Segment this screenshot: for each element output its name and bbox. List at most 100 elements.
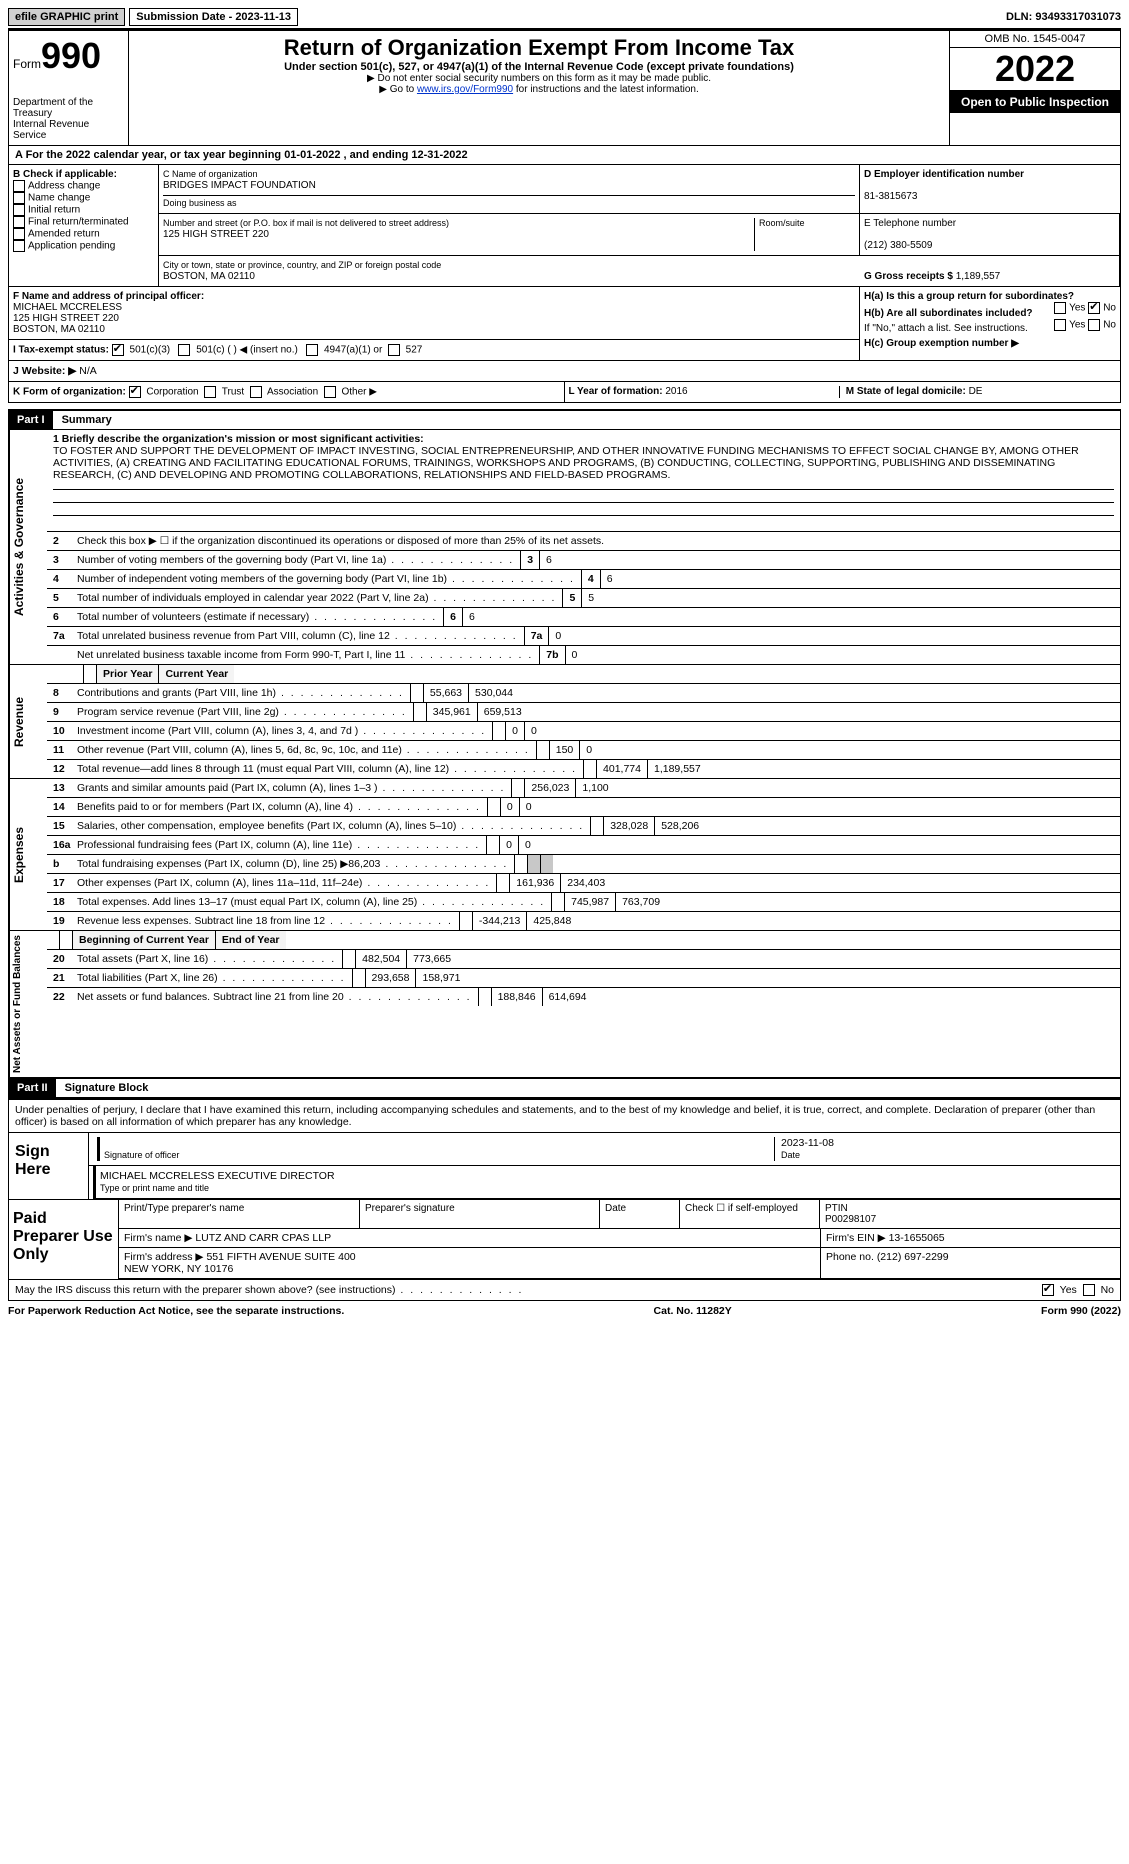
- data-row: 20Total assets (Part X, line 16)482,5047…: [47, 950, 1120, 969]
- tax-status-label: I Tax-exempt status:: [13, 345, 109, 356]
- firm-addr-lbl: Firm's address ▶: [124, 1251, 204, 1263]
- l5-num: 5: [53, 592, 77, 604]
- chk-assoc[interactable]: [250, 386, 262, 398]
- l7b-text: Net unrelated business taxable income fr…: [77, 649, 533, 661]
- may-yes-lbl: Yes: [1060, 1284, 1077, 1296]
- chk-final[interactable]: [13, 216, 25, 228]
- box-f: F Name and address of principal officer:…: [9, 287, 860, 340]
- hb-yes[interactable]: [1054, 319, 1066, 331]
- box-h: H(a) Is this a group return for subordin…: [860, 287, 1120, 361]
- may-text: May the IRS discuss this return with the…: [15, 1284, 523, 1296]
- opt-pending: Application pending: [28, 241, 115, 252]
- omb-number: OMB No. 1545-0047: [950, 31, 1120, 48]
- chk-trust[interactable]: [204, 386, 216, 398]
- ha-yes[interactable]: [1054, 302, 1066, 314]
- may-no-lbl: No: [1101, 1284, 1114, 1296]
- chk-amended[interactable]: [13, 228, 25, 240]
- hb-no-lbl: No: [1103, 320, 1116, 331]
- irs-link[interactable]: www.irs.gov/Form990: [417, 84, 513, 95]
- chk-501c[interactable]: [178, 344, 190, 356]
- may-discuss-row: May the IRS discuss this return with the…: [8, 1280, 1121, 1301]
- vlabel-rev: Revenue: [9, 665, 47, 778]
- name-title-lbl: Type or print name and title: [100, 1183, 209, 1193]
- l5-box: 5: [562, 589, 581, 607]
- chk-4947[interactable]: [306, 344, 318, 356]
- box-d: D Employer identification number 81-3815…: [860, 165, 1120, 214]
- dba-label: Doing business as: [163, 198, 237, 208]
- officer-addr2: BOSTON, MA 02110: [13, 324, 105, 335]
- penalty-text: Under penalties of perjury, I declare th…: [9, 1100, 1120, 1133]
- dln: DLN: 93493317031073: [1006, 11, 1121, 23]
- line-5: 5Total number of individuals employed in…: [47, 589, 1120, 608]
- l6-text: Total number of volunteers (estimate if …: [77, 611, 437, 623]
- form-subtitle: Under section 501(c), 527, or 4947(a)(1)…: [133, 61, 945, 73]
- firm-name-lbl: Firm's name ▶: [124, 1232, 192, 1244]
- chk-initial[interactable]: [13, 204, 25, 216]
- ein-value: 81-3815673: [864, 191, 917, 202]
- data-row: 12Total revenue—add lines 8 through 11 (…: [47, 760, 1120, 778]
- cat-no: Cat. No. 11282Y: [654, 1305, 732, 1317]
- chk-pending[interactable]: [13, 240, 25, 252]
- pt-sig-lbl: Preparer's signature: [359, 1200, 599, 1229]
- ssn-note: ▶ Do not enter social security numbers o…: [133, 73, 945, 84]
- box-g: G Gross receipts $ 1,189,557: [860, 256, 1120, 287]
- opt-initial: Initial return: [28, 205, 80, 216]
- l3-val: 6: [539, 551, 558, 569]
- l5-text: Total number of individuals employed in …: [77, 592, 556, 604]
- opt-final: Final return/terminated: [28, 217, 129, 228]
- l7b-val: 0: [565, 646, 584, 664]
- officer-addr1: 125 HIGH STREET 220: [13, 313, 119, 324]
- l-label: L Year of formation:: [569, 386, 663, 397]
- pra-notice: For Paperwork Reduction Act Notice, see …: [8, 1305, 344, 1317]
- paid-preparer-label: Paid Preparer Use Only: [9, 1200, 119, 1279]
- line-6: 6Total number of volunteers (estimate if…: [47, 608, 1120, 627]
- irs-label: Internal Revenue Service: [13, 119, 124, 141]
- line-7b: Net unrelated business taxable income fr…: [47, 646, 1120, 664]
- tel-value: (212) 380-5509: [864, 240, 932, 251]
- opt-amended: Amended return: [28, 229, 100, 240]
- section-bcd: B Check if applicable: Address change Na…: [8, 165, 1121, 361]
- prep-row-3: Firm's address ▶ 551 FIFTH AVENUE SUITE …: [119, 1248, 1120, 1279]
- org-name: BRIDGES IMPACT FOUNDATION: [163, 180, 316, 191]
- submission-date: Submission Date - 2023-11-13: [129, 8, 298, 26]
- goto-note: ▶ Go to www.irs.gov/Form990 for instruct…: [133, 84, 945, 95]
- blank: [53, 668, 77, 680]
- lbl-corp: Corporation: [146, 387, 198, 398]
- may-no[interactable]: [1083, 1284, 1095, 1296]
- efile-print-button[interactable]: efile GRAPHIC print: [8, 8, 125, 26]
- room-label: Room/suite: [759, 218, 805, 228]
- revenue-section: Revenue Prior Year Current Year 8Contrib…: [8, 665, 1121, 779]
- hc-label: H(c) Group exemption number ▶: [864, 338, 1019, 349]
- hb-no[interactable]: [1088, 319, 1100, 331]
- l3-num: 3: [53, 554, 77, 566]
- data-row: 17Other expenses (Part IX, column (A), l…: [47, 874, 1120, 893]
- line-4: 4Number of independent voting members of…: [47, 570, 1120, 589]
- form-ref: Form 990 (2022): [1041, 1305, 1121, 1317]
- ha-label: H(a) Is this a group return for subordin…: [864, 291, 1074, 302]
- data-row: 13Grants and similar amounts paid (Part …: [47, 779, 1120, 798]
- title-cell: Return of Organization Exempt From Incom…: [129, 31, 950, 145]
- l-value: 2016: [665, 386, 687, 397]
- sig-officer-lbl: Signature of officer: [104, 1150, 179, 1160]
- hdr-beg: Beginning of Current Year: [72, 931, 215, 949]
- l4-num: 4: [53, 573, 77, 585]
- chk-name[interactable]: [13, 192, 25, 204]
- chk-501c3[interactable]: [112, 344, 124, 356]
- vlabel-ag: Activities & Governance: [9, 430, 47, 664]
- chk-other[interactable]: [324, 386, 336, 398]
- part2-bar: Part II Signature Block: [8, 1078, 1121, 1098]
- pt-selfemp: Check ☐ if self-employed: [679, 1200, 819, 1229]
- public-inspection: Open to Public Inspection: [950, 91, 1120, 113]
- box-b-label: B Check if applicable:: [13, 169, 117, 180]
- chk-527[interactable]: [388, 344, 400, 356]
- ha-no[interactable]: [1088, 302, 1100, 314]
- firm-ein-lbl: Firm's EIN ▶: [826, 1232, 886, 1244]
- ha-yes-lbl: Yes: [1069, 303, 1085, 314]
- data-row: 22Net assets or fund balances. Subtract …: [47, 988, 1120, 1006]
- chk-corp[interactable]: [129, 386, 141, 398]
- na-header: Beginning of Current Year End of Year: [47, 931, 1120, 950]
- chk-address[interactable]: [13, 180, 25, 192]
- ein-label: D Employer identification number: [864, 169, 1024, 180]
- may-yes[interactable]: [1042, 1284, 1054, 1296]
- part2-title: Signature Block: [59, 1082, 149, 1094]
